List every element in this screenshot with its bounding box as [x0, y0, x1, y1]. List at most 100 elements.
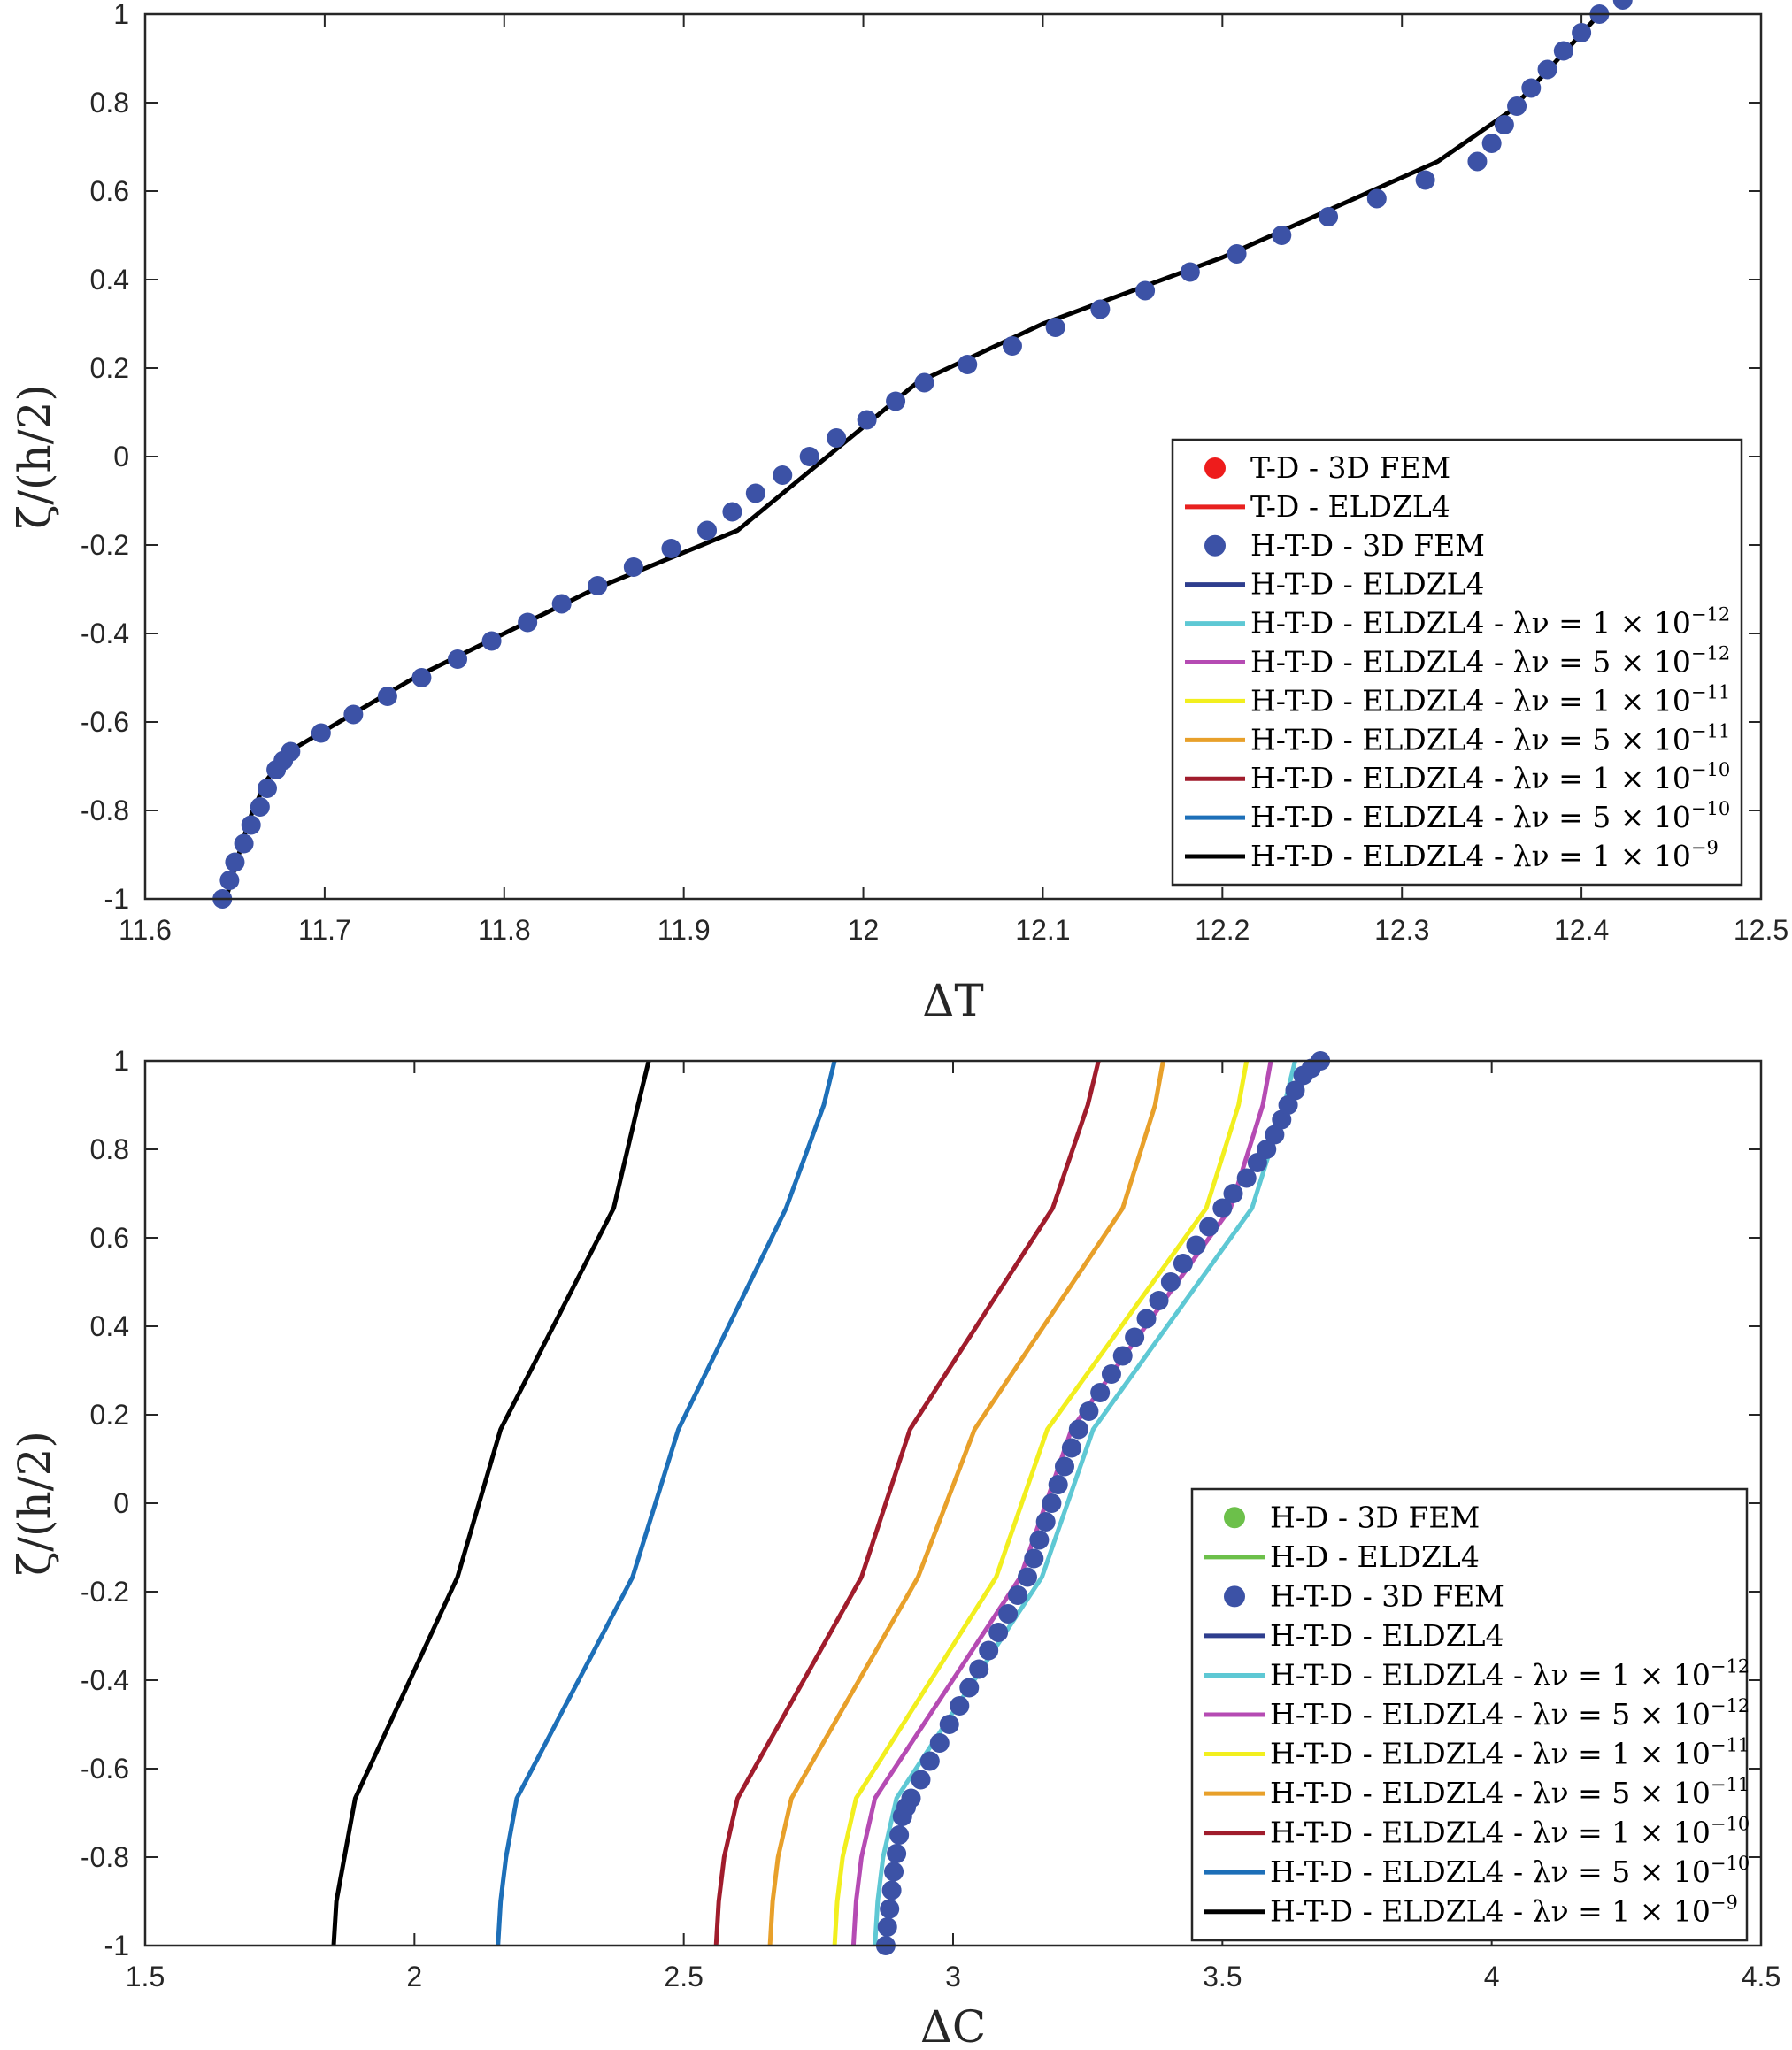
y-tick-label: -0.8: [81, 1841, 129, 1873]
data-point: [799, 447, 819, 466]
data-point: [1319, 207, 1339, 226]
legend-label-exponent: −12: [1691, 604, 1730, 626]
data-point: [998, 1604, 1019, 1624]
legend-label: H-T-D - ELDZL4 - λν = 5 × 10−11: [1250, 720, 1730, 756]
legend-label: H-T-D - ELDZL4 - λν = 1 × 10−9: [1270, 1893, 1738, 1929]
y-tick-label: 0: [113, 1487, 129, 1519]
legend-item: H-T-D - ELDZL4 - λν = 1 × 10−12: [1185, 604, 1730, 641]
data-point: [1090, 1383, 1111, 1402]
legend-label: H-D - 3D FEM: [1270, 1500, 1480, 1534]
data-point: [1227, 244, 1247, 264]
legend-item: H-T-D - ELDZL4 - λν = 5 × 10−11: [1185, 720, 1730, 756]
data-point: [1285, 1080, 1305, 1101]
data-point: [988, 1623, 1009, 1642]
data-point: [1048, 1475, 1068, 1494]
y-tick-label: 1: [113, 0, 129, 30]
data-point: [1136, 1309, 1157, 1329]
legend-label-text: H-D - 3D FEM: [1270, 1500, 1480, 1534]
legend-label-text: T-D - ELDZL4: [1250, 489, 1450, 524]
x-tick-label: 12: [848, 914, 880, 946]
data-point: [857, 410, 877, 430]
data-point: [1223, 1184, 1243, 1203]
data-point: [1149, 1291, 1169, 1310]
x-tick-label: 2: [406, 1961, 422, 1992]
data-point: [877, 1917, 897, 1937]
data-point: [959, 1678, 980, 1698]
legend-label-text: H-T-D - 3D FEM: [1250, 528, 1485, 563]
data-point: [661, 539, 681, 558]
legend-label-exponent: −11: [1711, 1774, 1750, 1795]
y-tick-label: -1: [104, 1930, 129, 1962]
x-tick-label: 12.4: [1554, 914, 1609, 946]
legend-item: H-T-D - ELDZL4 - λν = 1 × 10−9: [1204, 1893, 1738, 1929]
legend-label-text: H-T-D - ELDZL4 - λν = 5 × 10: [1250, 800, 1691, 834]
y-tick-label: 0: [113, 441, 129, 472]
data-point: [1612, 0, 1633, 10]
legend-item: H-T-D - ELDZL4: [1185, 567, 1485, 602]
y-tick-label: 0.8: [90, 87, 129, 119]
y-tick-label: -0.2: [81, 529, 129, 561]
data-point: [1572, 23, 1592, 42]
x-tick-label: 11.8: [478, 914, 531, 946]
legend-label: H-T-D - ELDZL4 - λν = 1 × 10−10: [1270, 1814, 1750, 1850]
y-axis-label: ζ/(h/2): [9, 384, 60, 529]
legend-item: H-D - ELDZL4: [1204, 1539, 1480, 1574]
data-point: [1029, 1530, 1050, 1550]
data-point: [1090, 299, 1111, 319]
data-point: [1068, 1419, 1088, 1440]
legend-item: H-T-D - ELDZL4 - λν = 1 × 10−9: [1185, 837, 1719, 873]
legend-label-exponent: −12: [1711, 1695, 1750, 1716]
legend-label-text: H-T-D - ELDZL4 - λν = 1 × 10: [1250, 606, 1691, 641]
data-point: [1236, 1168, 1257, 1188]
data-point: [1061, 1438, 1081, 1458]
series-line: [713, 1061, 1101, 1946]
data-point: [939, 1715, 959, 1734]
data-point: [1024, 1548, 1044, 1569]
legend-item: H-T-D - ELDZL4 - λν = 1 × 10−12: [1204, 1655, 1750, 1692]
data-point: [623, 557, 643, 577]
data-point: [1507, 96, 1527, 116]
x-tick-label: 2.5: [664, 1961, 703, 1992]
legend: H-D - 3D FEM H-D - ELDZL4 H-T-D - 3D FEM H-…: [1190, 1487, 1750, 1942]
x-tick-label: 4: [1484, 1961, 1500, 1992]
legend-label: H-T-D - ELDZL4 - λν = 5 × 10−12: [1270, 1695, 1750, 1731]
legend-item: H-T-D - ELDZL4 - λν = 5 × 10−12: [1204, 1695, 1750, 1731]
y-tick-label: 0.8: [90, 1133, 129, 1165]
legend-item: H-T-D - ELDZL4 - λν = 5 × 10−10: [1185, 798, 1730, 834]
legend-label: H-T-D - ELDZL4 - λν = 5 × 10−11: [1270, 1774, 1750, 1810]
marker-series: [875, 1051, 1331, 1955]
legend-label-text: H-T-D - ELDZL4: [1270, 1618, 1504, 1653]
x-tick-label: 12.2: [1195, 914, 1250, 946]
data-point: [1494, 115, 1514, 134]
y-tick-label: -1: [104, 883, 129, 915]
legend-label: T-D - 3D FEM: [1250, 450, 1450, 485]
data-point: [1173, 1254, 1193, 1273]
legend-label-text: H-D - ELDZL4: [1270, 1539, 1480, 1574]
y-tick-label: 0.2: [90, 1399, 129, 1431]
legend-label-exponent: −10: [1711, 1814, 1750, 1835]
legend-label-text: T-D - 3D FEM: [1250, 450, 1450, 485]
legend-label: H-T-D - 3D FEM: [1250, 528, 1485, 563]
axes-box: [143, 1059, 1763, 1947]
legend-label-text: H-T-D - ELDZL4: [1250, 567, 1485, 602]
data-point: [1553, 41, 1573, 61]
data-point: [219, 871, 240, 890]
data-point: [1135, 280, 1156, 301]
data-point: [1180, 262, 1200, 282]
legend-label: H-D - ELDZL4: [1270, 1539, 1480, 1574]
legend-item: H-T-D - 3D FEM: [1204, 528, 1485, 563]
legend-label: H-T-D - ELDZL4 - λν = 1 × 10−11: [1270, 1735, 1750, 1771]
data-point: [881, 1880, 902, 1900]
legend-label: H-T-D - ELDZL4 - λν = 5 × 10−10: [1270, 1853, 1750, 1889]
series-line: [767, 1061, 1165, 1946]
x-tick-label: 11.7: [298, 914, 351, 946]
legend-label: H-T-D - ELDZL4: [1270, 1618, 1504, 1653]
chart-top: 11.6 11.7 11.8 11.9 12 12.1 12.2 12.3 12.4 12.5 -1…: [9, 0, 1788, 1026]
x-tick-label: 4.5: [1742, 1961, 1780, 1992]
legend-item: H-T-D - ELDZL4 - λν = 1 × 10−10: [1185, 759, 1730, 795]
marker-series: [212, 0, 1633, 909]
data-point: [722, 502, 742, 522]
legend-label-exponent: −10: [1691, 798, 1730, 819]
data-point: [448, 649, 468, 669]
